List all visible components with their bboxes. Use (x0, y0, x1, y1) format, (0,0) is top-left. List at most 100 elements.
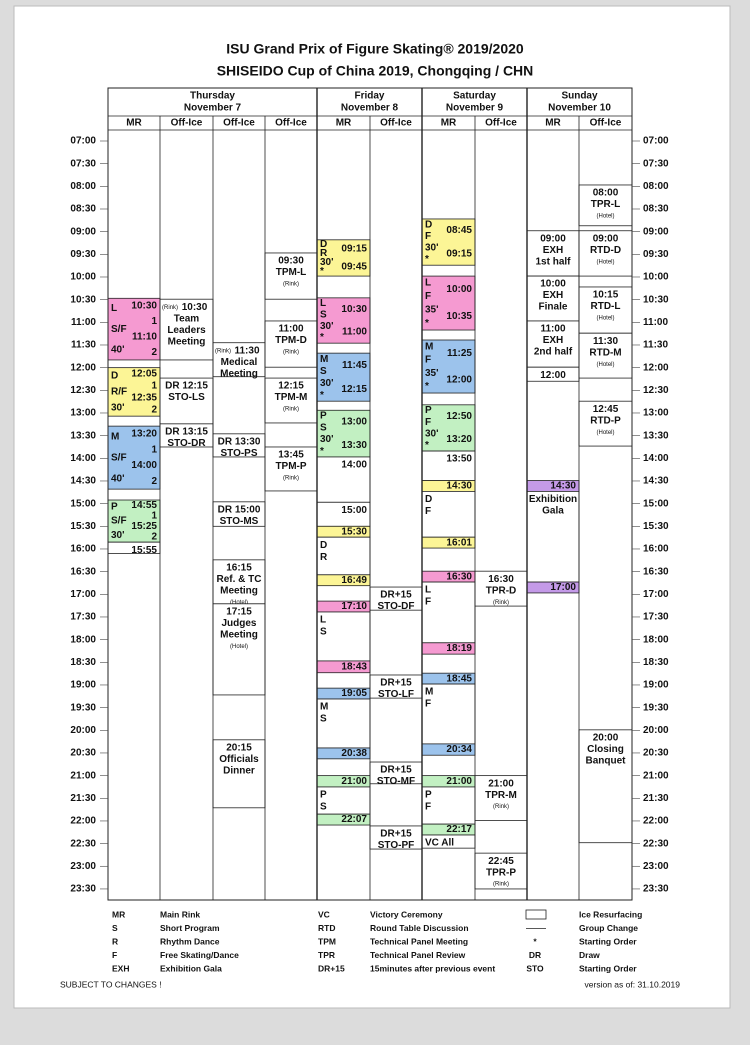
time-label: 10:30 (70, 294, 96, 305)
legend-abbr: F (112, 950, 117, 960)
day-name: Thursday (190, 91, 235, 102)
time-label: 07:00 (70, 136, 96, 147)
event-block (316, 611, 371, 662)
event-text: TPM-D (275, 335, 307, 346)
column-label: Off-Ice (223, 118, 255, 129)
event-text: D (425, 219, 432, 230)
event-text: Dinner (223, 765, 255, 776)
event-text: 2 (151, 532, 157, 543)
time-label: 18:30 (70, 657, 96, 668)
event-text: EXH (543, 290, 564, 301)
event-text: EXH (543, 335, 564, 346)
event-text: 16:30 (488, 574, 514, 585)
event-text: TPM-M (275, 392, 308, 403)
legend-text: Main Rink (160, 909, 200, 919)
event-text: 35' (425, 368, 439, 379)
time-label: 19:30 (643, 702, 669, 713)
time-label: 09:30 (643, 249, 669, 260)
event-text: STO-LS (168, 392, 205, 403)
time-label: 12:00 (643, 362, 669, 373)
event-text: S (320, 627, 327, 638)
event-text: 35' (425, 304, 439, 315)
event-text: M (320, 702, 328, 713)
event-text: 12:15 (341, 384, 367, 395)
time-label: 10:00 (70, 272, 96, 283)
event-text: Team (174, 313, 199, 324)
event-text: * (320, 332, 324, 343)
event-text: 16:01 (446, 537, 472, 548)
time-label: 20:30 (643, 748, 669, 759)
event-text: M (320, 354, 328, 365)
time-label: 11:00 (643, 317, 668, 328)
event-block (578, 729, 633, 844)
time-label: 21:00 (643, 770, 669, 781)
event-text: F (425, 802, 431, 813)
event-text: 15:30 (341, 526, 367, 537)
time-label: 17:00 (70, 589, 96, 600)
event-text: 20:00 (593, 732, 619, 743)
legend-text: Draw (579, 950, 600, 960)
event-text: 18:19 (446, 643, 472, 654)
event-note: (Rink) (283, 476, 299, 482)
time-label: 20:00 (70, 725, 96, 736)
time-label: 20:30 (70, 748, 96, 759)
event-text: Meeting (220, 629, 258, 640)
event-text: 09:15 (341, 244, 367, 255)
event-text: 30' (111, 530, 125, 541)
event-text: 14:55 (131, 500, 157, 511)
legend-box (525, 909, 547, 920)
event-text: TPR-P (486, 867, 516, 878)
time-label: 17:30 (643, 612, 669, 623)
event-text: 2 (151, 347, 157, 358)
legend-abbr: TPR (318, 950, 335, 960)
event-note: (Rink) (283, 282, 299, 288)
column-label: MR (441, 118, 457, 129)
event-text: 21:00 (341, 776, 367, 787)
event-text: 18:43 (341, 661, 367, 672)
legend-text: Short Program (160, 923, 220, 933)
time-label: 12:00 (70, 362, 96, 373)
event-text: S (320, 714, 327, 725)
event-text: VC All (425, 838, 454, 849)
event-text: 13:20 (446, 434, 472, 445)
event-block (421, 581, 476, 644)
event-text: 14:30 (550, 481, 576, 492)
time-label: 19:30 (70, 702, 96, 713)
time-label: 15:00 (643, 498, 669, 509)
event-note: (Hotel) (230, 600, 248, 606)
event-text: 1 (151, 316, 157, 327)
time-label: 23:00 (643, 861, 669, 872)
event-text: DR+15 (380, 590, 412, 601)
event-block (474, 775, 528, 821)
event-block (316, 239, 371, 277)
event-text: P (320, 790, 327, 801)
day-date: November 9 (446, 103, 504, 114)
subtitle: SHISEIDO Cup of China 2019, Chongqing / … (217, 63, 534, 79)
event-text: Meeting (220, 368, 258, 379)
event-text: EXH (543, 245, 564, 256)
time-label: 17:00 (643, 589, 669, 600)
time-label: 14:30 (70, 476, 96, 487)
event-text: STO-PF (378, 840, 414, 851)
column-label: Off-Ice (275, 118, 307, 129)
legend-text: Round Table Discussion (370, 923, 469, 933)
time-label: 12:30 (70, 385, 96, 396)
event-text: 2nd half (534, 347, 573, 358)
legend-text: Ice Resurfacing (579, 909, 642, 919)
event-text: * (320, 446, 324, 457)
legend-abbr: EXH (112, 963, 129, 973)
event-text: 40' (111, 344, 125, 355)
event-note: (Rink) (283, 350, 299, 356)
event-text: 11:30 (234, 345, 259, 356)
event-text: 08:45 (446, 225, 472, 236)
day-name: Sunday (561, 91, 598, 102)
event-text: 11:00 (278, 324, 303, 335)
event-text: F (425, 417, 431, 428)
event-text: 16:15 (226, 562, 252, 573)
time-label: 07:30 (70, 158, 96, 169)
event-text: TPR-D (486, 585, 517, 596)
time-label: 11:30 (71, 340, 96, 351)
column-label: Off-Ice (171, 118, 203, 129)
event-block (421, 450, 476, 481)
event-text: TPR-L (591, 199, 620, 210)
